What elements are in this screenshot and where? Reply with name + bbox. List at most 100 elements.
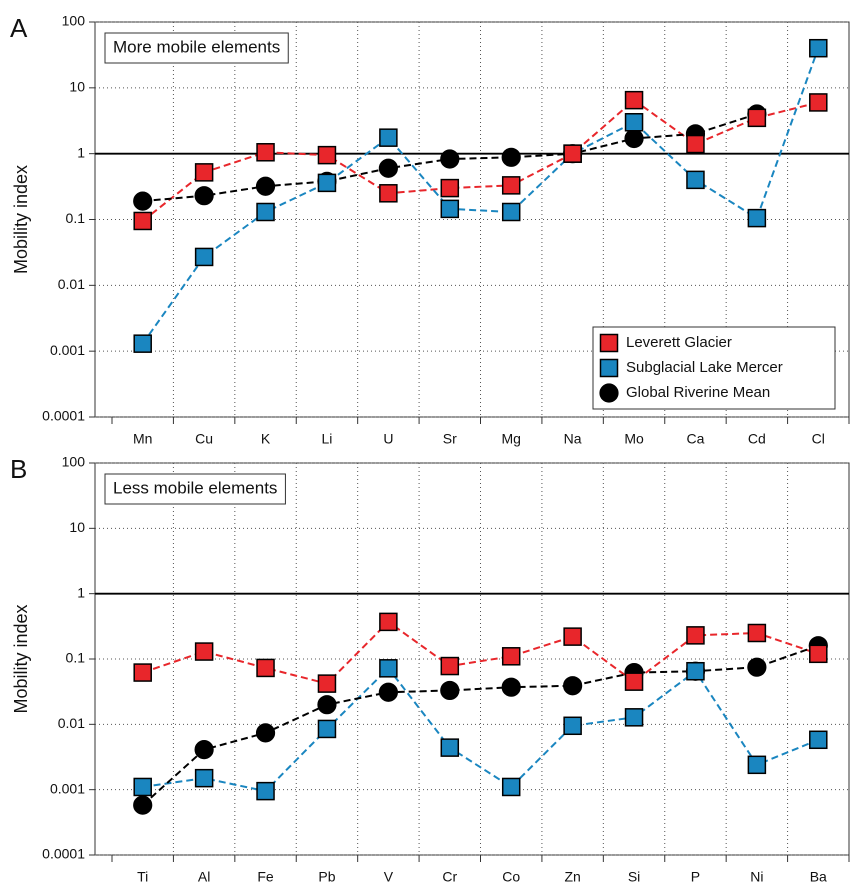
marker xyxy=(440,178,460,198)
x-tick-label: K xyxy=(261,431,271,447)
marker xyxy=(194,768,214,788)
marker xyxy=(809,730,828,750)
marker xyxy=(379,659,398,678)
x-tick-label: Li xyxy=(322,431,333,447)
marker xyxy=(624,90,644,110)
marker xyxy=(501,777,521,797)
legend-label: Leverett Glacier xyxy=(626,334,732,351)
annotation-box xyxy=(104,473,286,505)
marker xyxy=(379,128,398,147)
marker xyxy=(255,176,276,196)
y-tick-label: 0.001 xyxy=(50,780,85,796)
panel-label: B xyxy=(10,454,27,484)
x-tick-label: Sr xyxy=(443,431,457,447)
marker xyxy=(194,247,214,267)
marker xyxy=(317,719,337,739)
x-tick-label: Si xyxy=(628,869,640,882)
panel-label: A xyxy=(10,13,28,43)
marker xyxy=(256,781,275,801)
marker xyxy=(563,144,582,163)
series-line xyxy=(141,47,820,345)
marker xyxy=(256,143,275,162)
x-tick-label: Ba xyxy=(810,869,827,882)
marker xyxy=(256,658,275,678)
marker xyxy=(378,158,398,178)
series-line xyxy=(142,620,819,685)
marker xyxy=(317,695,337,715)
marker xyxy=(501,677,521,697)
annotation-box xyxy=(104,32,289,64)
y-tick-label: 0.0001 xyxy=(42,846,85,862)
x-tick-label: P xyxy=(691,869,700,882)
marker xyxy=(256,202,275,222)
annotation: Less mobile elements xyxy=(104,473,286,505)
marker xyxy=(194,186,214,206)
x-tick-label: U xyxy=(383,431,393,447)
marker xyxy=(133,663,152,682)
series-line xyxy=(142,644,819,806)
x-tick-label: Pb xyxy=(318,869,335,882)
y-tick-label: 1 xyxy=(77,144,85,160)
annotation: More mobile elements xyxy=(104,32,289,64)
marker xyxy=(133,211,152,231)
marker xyxy=(255,723,276,743)
x-tick-label: Co xyxy=(502,869,520,882)
marker xyxy=(624,113,644,132)
marker xyxy=(194,642,214,661)
legend-label: Subglacial Lake Mercer xyxy=(626,359,783,376)
y-tick-label: 0.001 xyxy=(50,342,85,358)
annotation-text: More mobile elements xyxy=(113,37,280,56)
x-tick-label: Cd xyxy=(748,431,766,447)
marker xyxy=(379,184,398,203)
y-tick-label: 0.01 xyxy=(58,715,85,731)
series-line xyxy=(142,666,819,793)
marker xyxy=(686,661,705,681)
marker xyxy=(501,202,521,222)
marker xyxy=(194,163,214,182)
x-tick-label: Cr xyxy=(442,869,457,882)
y-tick-label: 0.1 xyxy=(66,650,86,666)
marker xyxy=(440,199,460,219)
y-tick-label: 100 xyxy=(62,13,86,29)
marker xyxy=(624,672,644,691)
marker xyxy=(440,680,460,701)
marker xyxy=(747,108,767,128)
marker xyxy=(378,682,398,702)
y-tick-label: 0.0001 xyxy=(42,408,85,424)
x-tick-label: Mn xyxy=(133,431,152,447)
legend: Leverett Glacier Subglacial Lake Mercer Gl… xyxy=(592,326,836,410)
x-tick-label: Ti xyxy=(137,869,148,882)
y-axis-label: Mobility index xyxy=(11,604,31,713)
marker xyxy=(809,93,828,112)
marker xyxy=(686,134,705,154)
legend-box xyxy=(592,326,836,410)
x-tick-label: Al xyxy=(198,869,210,882)
x-tick-label: Mg xyxy=(501,431,520,447)
marker xyxy=(599,333,619,353)
marker xyxy=(747,657,767,677)
marker xyxy=(440,738,460,757)
y-tick-label: 0.1 xyxy=(66,210,86,226)
x-tick-label: Zn xyxy=(564,869,580,882)
marker xyxy=(599,383,619,403)
marker xyxy=(317,145,337,165)
marker xyxy=(440,149,460,169)
marker xyxy=(317,173,337,193)
marker xyxy=(809,38,828,58)
marker xyxy=(501,176,521,195)
x-tick-label: Cl xyxy=(812,431,825,447)
x-tick-label: Na xyxy=(564,431,582,447)
legend-label: Global Riverine Mean xyxy=(626,384,770,401)
x-tick-label: Ca xyxy=(687,431,705,447)
marker xyxy=(599,358,619,378)
marker xyxy=(133,777,152,797)
marker xyxy=(440,656,460,676)
marker xyxy=(501,147,521,167)
marker xyxy=(317,674,337,693)
series-line xyxy=(142,98,819,222)
y-tick-label: 1 xyxy=(77,584,85,600)
x-tick-label: V xyxy=(384,869,394,882)
y-tick-label: 100 xyxy=(62,454,86,470)
marker xyxy=(563,716,582,736)
marker xyxy=(379,612,398,632)
